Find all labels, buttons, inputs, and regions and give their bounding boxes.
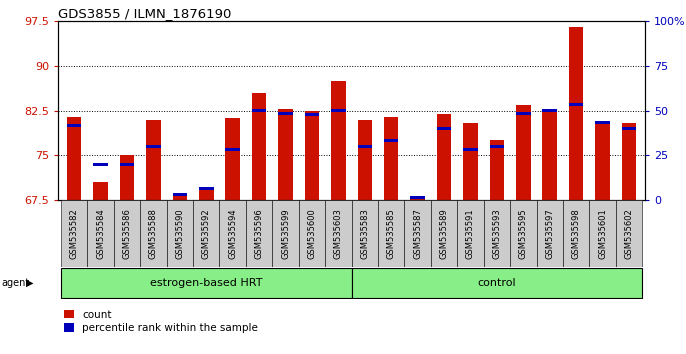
Bar <box>384 116 399 200</box>
Bar <box>484 200 510 267</box>
Text: GSM535595: GSM535595 <box>519 208 528 259</box>
Bar <box>569 103 583 106</box>
Bar <box>173 193 187 195</box>
Bar <box>563 200 589 267</box>
Bar <box>279 109 293 200</box>
Text: GSM535593: GSM535593 <box>493 208 501 259</box>
Bar <box>569 27 583 200</box>
Bar <box>220 200 246 267</box>
Bar <box>305 110 319 200</box>
Bar <box>61 268 351 298</box>
Bar <box>325 200 351 267</box>
Bar <box>490 145 504 148</box>
Bar <box>146 120 161 200</box>
Bar <box>516 112 530 115</box>
Bar <box>279 112 293 115</box>
Text: GSM535586: GSM535586 <box>123 208 132 259</box>
Text: GSM535587: GSM535587 <box>413 208 422 259</box>
Bar <box>357 145 372 148</box>
Bar <box>490 141 504 200</box>
Bar <box>437 127 451 130</box>
Bar <box>67 124 82 127</box>
Bar <box>252 109 266 112</box>
Bar <box>331 109 346 112</box>
Text: GSM535601: GSM535601 <box>598 208 607 259</box>
Text: GSM535588: GSM535588 <box>149 208 158 259</box>
Text: agent: agent <box>1 278 29 288</box>
Bar <box>458 200 484 267</box>
Bar <box>199 188 213 200</box>
Bar <box>384 139 399 142</box>
Bar <box>252 93 266 200</box>
Legend: count, percentile rank within the sample: count, percentile rank within the sample <box>64 310 258 333</box>
Text: GSM535585: GSM535585 <box>387 208 396 259</box>
Bar <box>516 105 530 200</box>
Bar <box>167 200 193 267</box>
Text: estrogen-based HRT: estrogen-based HRT <box>150 278 263 288</box>
Bar <box>351 268 642 298</box>
Bar <box>120 155 134 200</box>
Text: GSM535596: GSM535596 <box>255 208 263 259</box>
Text: GSM535603: GSM535603 <box>334 208 343 259</box>
Bar <box>378 200 405 267</box>
Bar <box>351 200 378 267</box>
Bar <box>246 200 272 267</box>
Bar <box>140 200 167 267</box>
Bar <box>595 121 610 124</box>
Bar <box>589 200 616 267</box>
Text: GSM535584: GSM535584 <box>96 208 105 259</box>
Bar <box>463 122 477 200</box>
Bar <box>87 200 114 267</box>
Bar <box>437 114 451 200</box>
Text: GSM535594: GSM535594 <box>228 208 237 259</box>
Text: GSM535592: GSM535592 <box>202 208 211 259</box>
Bar <box>93 182 108 200</box>
Text: control: control <box>477 278 516 288</box>
Text: GSM535591: GSM535591 <box>466 208 475 259</box>
Text: ▶: ▶ <box>26 278 34 288</box>
Bar <box>226 148 240 151</box>
Bar <box>226 118 240 200</box>
Bar <box>463 148 477 151</box>
Bar <box>193 200 220 267</box>
Bar <box>298 200 325 267</box>
Bar <box>622 122 636 200</box>
Bar <box>67 116 82 200</box>
Bar <box>146 145 161 148</box>
Text: GSM535583: GSM535583 <box>360 208 369 259</box>
Bar <box>357 120 372 200</box>
Bar <box>331 81 346 200</box>
Text: GDS3855 / ILMN_1876190: GDS3855 / ILMN_1876190 <box>58 7 232 20</box>
Bar <box>199 187 213 190</box>
Bar <box>114 200 140 267</box>
Bar <box>410 197 425 200</box>
Text: GSM535602: GSM535602 <box>624 208 633 259</box>
Text: GSM535600: GSM535600 <box>307 208 316 259</box>
Bar <box>543 110 557 200</box>
Bar <box>431 200 458 267</box>
Bar <box>510 200 536 267</box>
Bar <box>93 163 108 166</box>
Text: GSM535597: GSM535597 <box>545 208 554 259</box>
Bar <box>305 113 319 116</box>
Text: GSM535582: GSM535582 <box>70 208 79 259</box>
Bar <box>405 200 431 267</box>
Text: GSM535599: GSM535599 <box>281 208 290 259</box>
Bar <box>536 200 563 267</box>
Text: GSM535589: GSM535589 <box>440 208 449 259</box>
Bar <box>61 200 87 267</box>
Bar <box>173 194 187 200</box>
Bar <box>543 109 557 112</box>
Bar <box>622 127 636 130</box>
Bar <box>272 200 298 267</box>
Bar <box>595 122 610 200</box>
Text: GSM535598: GSM535598 <box>571 208 580 259</box>
Bar <box>410 195 425 199</box>
Bar <box>120 163 134 166</box>
Bar <box>616 200 642 267</box>
Text: GSM535590: GSM535590 <box>176 208 185 259</box>
